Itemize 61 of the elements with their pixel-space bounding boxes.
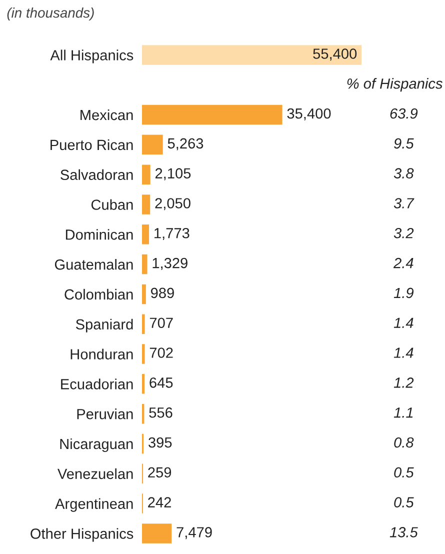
text: 1.2 (394, 378, 414, 388)
bar (142, 284, 146, 304)
bar (142, 104, 282, 125)
data-label: 707 (150, 318, 173, 328)
y-tick-label: Dominican (66, 229, 133, 240)
y-tick-label: Peruvian (77, 408, 133, 420)
bar (142, 344, 145, 364)
data-label: 7,479 (176, 527, 212, 540)
text: 1.4 (394, 348, 414, 358)
text: 0.8 (394, 437, 414, 448)
data-label: 395 (148, 437, 172, 448)
text: 1.1 (394, 408, 413, 418)
y-tick-label: Nicaraguan (60, 438, 133, 452)
y-tick-label: Cuban (91, 199, 133, 210)
bar (142, 194, 150, 214)
data-label: 702 (150, 348, 173, 358)
bar (142, 524, 172, 544)
bar (142, 254, 148, 274)
annotation: % of Hispanics (347, 78, 442, 92)
text: 3.2 (394, 228, 414, 238)
y-tick-label: All Hispanics (50, 50, 134, 64)
data-label: 259 (148, 467, 172, 478)
text: 13.5 (390, 527, 418, 538)
bar (142, 45, 362, 65)
text: 2.4 (393, 258, 414, 268)
bar (142, 164, 150, 184)
y-tick-label: Other Hispanics (30, 528, 134, 542)
y-tick-label: Spaniard (76, 318, 133, 332)
data-label: 556 (149, 407, 172, 418)
text: 3.7 (394, 198, 414, 208)
bar (142, 134, 163, 155)
data-label: 2,105 (155, 168, 191, 180)
data-label: 1,329 (152, 258, 188, 270)
text: 9.5 (394, 138, 414, 149)
text: 1.9 (394, 288, 414, 298)
text: 0.5 (394, 497, 414, 508)
y-tick-label: Guatemalan (54, 259, 133, 270)
chart-title: (in thousands) (7, 8, 94, 20)
bar (142, 224, 150, 244)
y-tick-label: Honduran (70, 348, 133, 360)
bar (142, 374, 145, 394)
y-tick-label: Puerto Rican (50, 139, 133, 150)
text: 1.4 (394, 318, 414, 328)
data-label: 2,050 (155, 198, 190, 210)
y-tick-label: Venezuelan (58, 468, 133, 480)
text: 0.5 (394, 467, 414, 478)
data-label: 989 (150, 288, 174, 298)
text: 3.8 (394, 168, 414, 178)
y-tick-label: Ecuadorian (61, 378, 133, 390)
y-tick-label: Mexican (80, 109, 133, 120)
data-label: 55,400 (313, 48, 357, 61)
data-label: 35,400 (287, 108, 331, 120)
bar (142, 314, 145, 334)
data-label: 5,263 (168, 138, 204, 150)
y-tick-label: Salvadoran (60, 169, 133, 180)
text: 63.9 (390, 108, 418, 119)
y-tick-label: Argentinean (55, 498, 133, 512)
data-label: 645 (150, 378, 173, 388)
data-label: 1,773 (154, 228, 190, 240)
y-tick-label: Colombian (64, 288, 133, 300)
data-label: 242 (148, 497, 171, 508)
